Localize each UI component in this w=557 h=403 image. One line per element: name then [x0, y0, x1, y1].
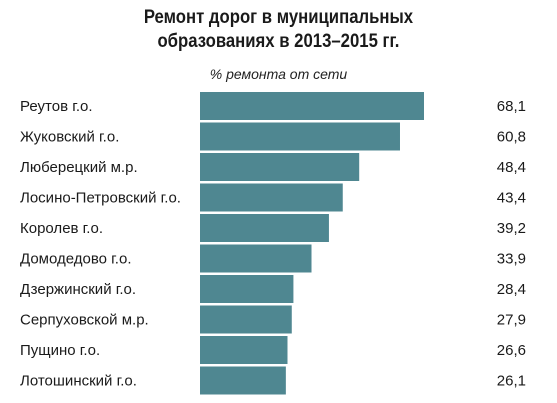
category-label-6: Домодедово г.о. [20, 251, 131, 268]
bar-5 [200, 214, 329, 242]
chart-title: Ремонт дорог в муниципальных образования… [33, 6, 523, 54]
value-label-9: 26,6 [497, 342, 526, 359]
value-label-2: 60,8 [497, 129, 526, 146]
chart-title-line-1: Ремонт дорог в муниципальных [143, 7, 414, 28]
bar-1 [200, 92, 424, 120]
bar-7 [200, 275, 294, 303]
bar-2 [200, 122, 400, 151]
category-label-3: Люберецкий м.р. [20, 159, 138, 176]
value-label-3: 48,4 [497, 159, 526, 176]
chart-title-line-2: образованиях в 2013–2015 гг. [157, 31, 400, 52]
bar-10 [200, 366, 286, 395]
value-label-5: 39,2 [497, 220, 526, 237]
category-label-7: Дзержинский г.о. [20, 281, 136, 298]
value-label-1: 68,1 [497, 98, 526, 115]
category-label-8: Серпуховской м.р. [20, 312, 149, 329]
category-label-5: Королев г.о. [20, 220, 103, 237]
bar-6 [200, 244, 312, 273]
bar-3 [200, 153, 360, 181]
chart-subtitle: % ремонта от сети [209, 66, 348, 82]
category-label-1: Реутов г.о. [20, 98, 93, 115]
bar-8 [200, 305, 292, 334]
category-label-9: Пущино г.о. [20, 342, 100, 359]
value-label-7: 28,4 [497, 281, 526, 298]
value-label-6: 33,9 [497, 251, 526, 268]
value-label-8: 27,9 [497, 312, 526, 329]
value-label-10: 26,1 [497, 373, 526, 390]
value-label-4: 43,4 [497, 190, 526, 207]
bar-4 [200, 183, 343, 212]
category-label-2: Жуковский г.о. [20, 129, 119, 146]
bar-9 [200, 336, 288, 364]
category-label-4: Лосино-Петровский г.о. [20, 190, 181, 207]
category-label-10: Лотошинский г.о. [20, 373, 137, 390]
